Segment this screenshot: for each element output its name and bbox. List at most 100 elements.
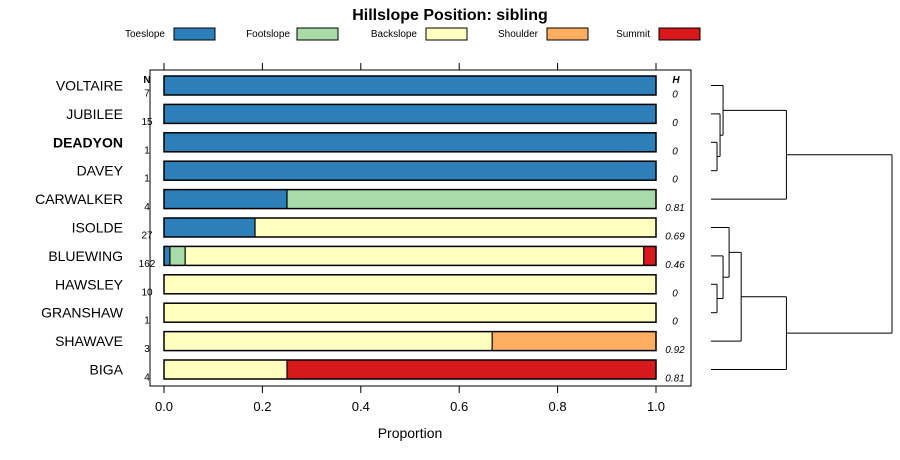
h-value-voltaire: 0 <box>672 90 678 101</box>
row-label-davey: DAVEY <box>77 163 124 179</box>
n-column-header: N <box>143 75 150 86</box>
n-value-deadyon: 1 <box>144 145 150 156</box>
bar-segment-biga-summit <box>287 360 656 379</box>
n-value-bluewing: 162 <box>139 259 156 270</box>
bar-outline-granshaw <box>163 302 657 323</box>
row-label-voltaire: VOLTAIRE <box>56 78 123 94</box>
legend-swatch-toeslope <box>173 27 216 41</box>
legend-swatch-backslope <box>425 27 468 41</box>
bar-outline-voltaire <box>163 75 657 96</box>
bar-row-biga: 4 0.81 <box>144 359 685 385</box>
legend-swatch-shoulder <box>546 27 589 41</box>
bar-outline-bluewing <box>163 245 657 267</box>
bar-segment-voltaire-toeslope <box>164 76 656 95</box>
h-column-header: H <box>672 75 680 86</box>
bar-outline-deadyon <box>163 132 657 153</box>
plot-frame <box>149 69 692 387</box>
x-tick-label: 0.6 <box>450 399 468 414</box>
n-value-hawsley: 10 <box>141 287 153 298</box>
bar-segment-bluewing-footslope <box>169 246 186 266</box>
n-value-jubilee: 15 <box>141 117 153 128</box>
bar-outline-shawave <box>163 330 657 352</box>
bar-row-shawave: 3 0.92 <box>144 330 685 356</box>
n-value-granshaw: 1 <box>144 316 150 327</box>
h-value-shawave: 0.92 <box>665 345 685 356</box>
bar-outline-biga <box>163 359 657 380</box>
row-label-granshaw: GRANSHAW <box>41 305 124 321</box>
h-value-carwalker: 0.81 <box>665 203 684 214</box>
bar-row-hawsley: 10 0 <box>141 274 678 299</box>
bar-outline-hawsley <box>163 274 657 295</box>
legend-swatch-footslope <box>296 27 339 41</box>
bar-segment-carwalker-toeslope <box>164 189 287 209</box>
bar-segment-hawsley-backslope <box>164 274 656 294</box>
bar-segment-jubilee-toeslope <box>164 104 656 124</box>
bar-outline-carwalker <box>163 188 657 210</box>
bar-outline-jubilee <box>163 103 657 125</box>
row-labels: VOLTAIRE JUBILEE DEADYON DAVEY CARWALKER ISOL… <box>35 78 124 378</box>
bar-row-carwalker: 4 0.81 <box>144 188 685 214</box>
legend-label-toeslope: Toeslope <box>125 29 165 40</box>
x-tick-label: 0.8 <box>549 399 567 414</box>
x-tick-label: 1.0 <box>647 399 665 414</box>
n-value-isolde: 27 <box>141 231 153 242</box>
bar-segment-deadyon-toeslope <box>164 132 656 152</box>
row-label-biga: BIGA <box>90 362 124 378</box>
row-label-isolde: ISOLDE <box>72 220 123 236</box>
bar-segment-bluewing-backslope <box>185 246 644 266</box>
h-value-deadyon: 0 <box>672 146 678 157</box>
row-label-deadyon: DEADYON <box>53 134 123 150</box>
legend-label-footslope: Footslope <box>246 29 290 40</box>
bar-segment-davey-toeslope <box>164 161 656 181</box>
legend: Toeslope Footslope Backslope Shoulder Summit <box>125 27 701 41</box>
n-value-voltaire: 7 <box>144 89 150 100</box>
n-value-davey: 1 <box>144 174 150 185</box>
x-tick-label: 0.4 <box>352 399 370 414</box>
bar-segment-carwalker-footslope <box>287 189 656 209</box>
x-axis-title: Proportion <box>378 425 443 441</box>
bar-segment-bluewing-summit <box>643 246 656 266</box>
bar-segment-bluewing-toeslope <box>164 246 170 266</box>
chart-title: Hillslope Position: sibling <box>352 7 548 24</box>
row-label-bluewing: BLUEWING <box>48 248 123 264</box>
row-label-jubilee: JUBILEE <box>66 106 123 122</box>
x-axis: 0.0 0.2 0.4 0.6 0.8 1.0 <box>155 63 665 414</box>
h-value-hawsley: 0 <box>672 288 678 299</box>
n-value-shawave: 3 <box>144 344 150 355</box>
bar-outline-davey <box>163 160 657 181</box>
bar-outline-isolde <box>163 217 657 238</box>
bar-row-isolde: 27 0.69 <box>141 217 685 243</box>
h-value-biga: 0.81 <box>665 374 684 385</box>
bar-segment-isolde-backslope <box>255 218 656 237</box>
row-label-shawave: SHAWAVE <box>55 333 123 349</box>
h-value-jubilee: 0 <box>672 118 678 129</box>
bar-segment-shawave-backslope <box>164 331 493 351</box>
legend-label-shoulder: Shoulder <box>498 29 539 40</box>
h-value-bluewing: 0.46 <box>665 260 685 271</box>
legend-swatch-summit <box>658 27 701 41</box>
bar-row-bluewing: 162 0.46 <box>139 245 685 271</box>
h-value-davey: 0 <box>672 175 678 186</box>
bar-segment-shawave-shoulder <box>492 331 656 351</box>
bar-segment-isolde-toeslope <box>164 218 256 237</box>
n-value-biga: 4 <box>144 373 150 384</box>
legend-label-backslope: Backslope <box>371 29 418 40</box>
h-value-isolde: 0.69 <box>665 232 685 243</box>
bar-segment-biga-backslope <box>164 360 287 379</box>
dendrogram <box>711 85 893 370</box>
n-value-carwalker: 4 <box>144 202 150 213</box>
h-value-granshaw: 0 <box>672 317 678 328</box>
bar-row-jubilee: 15 0 <box>141 103 678 129</box>
x-tick-label: 0.2 <box>253 399 271 414</box>
x-tick-label: 0.0 <box>155 399 173 414</box>
row-label-hawsley: HAWSLEY <box>55 276 124 292</box>
row-label-carwalker: CARWALKER <box>35 191 123 207</box>
legend-label-summit: Summit <box>616 29 650 40</box>
bar-segment-granshaw-backslope <box>164 303 656 323</box>
